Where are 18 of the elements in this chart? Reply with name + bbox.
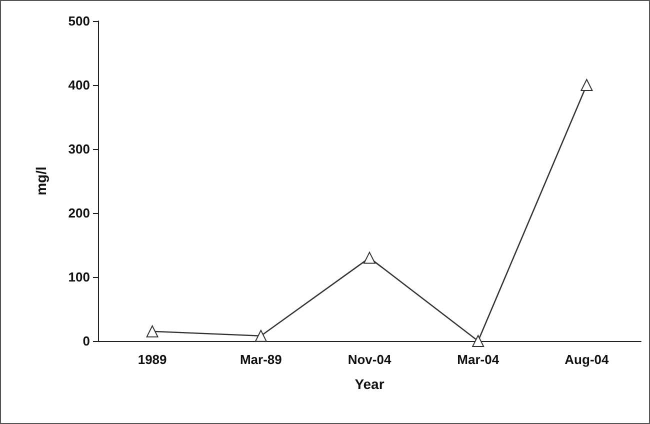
point xyxy=(254,330,267,342)
point xyxy=(146,325,158,338)
x-tick-label: Mar-89 xyxy=(240,352,282,367)
y-tick-label: 400 xyxy=(68,78,90,92)
x-tick-label: Mar-04 xyxy=(457,352,500,367)
y-tick-label: 300 xyxy=(68,142,90,156)
x-tick-label: 1989 xyxy=(138,352,167,367)
x-tick-label: Nov-04 xyxy=(348,352,392,367)
y-tick-label: 500 xyxy=(68,14,90,28)
x-axis-title: Year xyxy=(354,376,385,392)
point xyxy=(472,335,484,347)
y-tick-label: 100 xyxy=(68,270,90,284)
y-tick-label: 200 xyxy=(68,206,90,220)
point xyxy=(364,252,376,264)
y-axis-title: mg/l xyxy=(33,166,49,196)
y-tick-label: 0 xyxy=(82,334,90,348)
point xyxy=(580,79,593,91)
x-tick-label: Aug-04 xyxy=(564,352,610,367)
